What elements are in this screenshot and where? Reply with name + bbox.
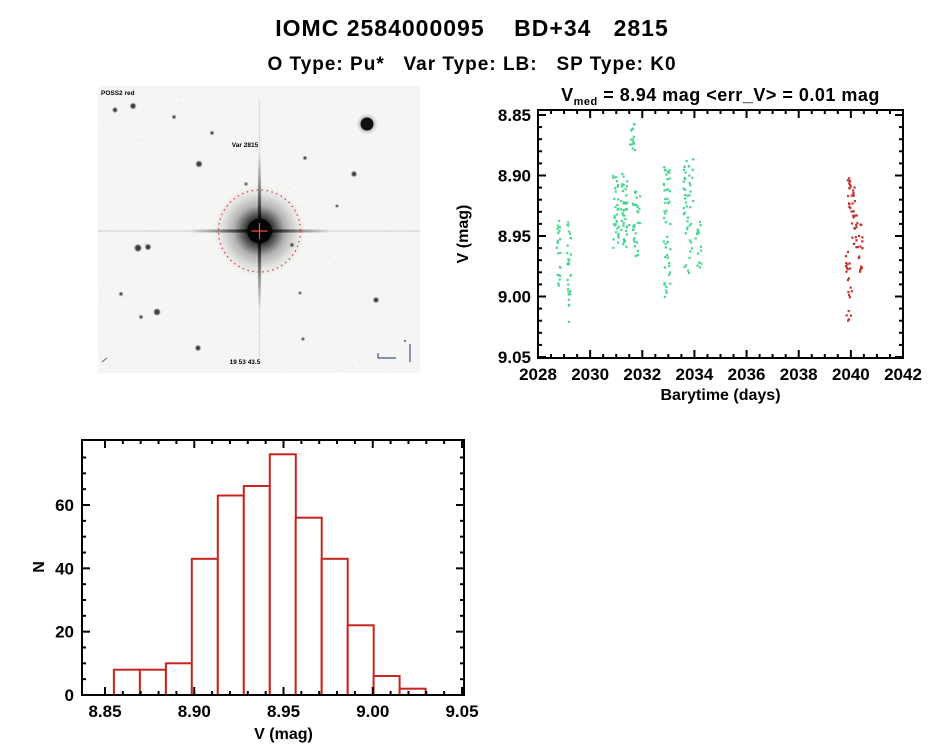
photometry-point — [694, 237, 697, 240]
photometry-cluster-red — [844, 250, 853, 297]
field-stars — [112, 103, 379, 351]
photometry-cluster-green — [629, 123, 636, 152]
y-tick-label: 9.00 — [498, 288, 531, 307]
photometry-cluster-green — [683, 222, 693, 275]
field-star — [301, 337, 305, 341]
x-axis-label: V (mag) — [254, 726, 313, 743]
field-star — [112, 107, 118, 113]
finder-scale-mark — [377, 344, 411, 362]
field-star — [119, 292, 123, 296]
histogram-axes — [81, 439, 465, 696]
x-tick-label: 2028 — [519, 365, 557, 384]
histogram-plot: 8.85 8.90 8.95 9.00 9.05 0 20 40 60 V (mag) N — [31, 439, 479, 743]
x-tick-label: 9.05 — [445, 702, 478, 721]
photometry-cluster-green — [632, 190, 642, 258]
field-star — [145, 244, 151, 250]
y-tick-label: 40 — [55, 559, 74, 578]
photometry-cluster-green — [696, 221, 703, 269]
photometry-cluster-green — [682, 158, 695, 223]
field-star — [172, 115, 176, 119]
lightcurve-axes — [537, 109, 904, 359]
x-tick-label: 9.00 — [356, 702, 389, 721]
y-tick-label: 8.95 — [498, 227, 531, 246]
histogram-bar — [320, 557, 349, 696]
histogram-bar — [268, 453, 297, 696]
x-tick-label: 2040 — [832, 365, 870, 384]
field-star — [210, 131, 214, 135]
finder-chart-image: POSS2 red Var 2815 19 53 43.5 — [98, 86, 420, 373]
photometry-cluster-green — [662, 166, 672, 298]
y-tick-label: 8.90 — [498, 167, 531, 186]
x-tick-label: 2036 — [728, 365, 766, 384]
x-tick-label: 8.90 — [178, 702, 211, 721]
histogram-bar — [112, 668, 141, 696]
histogram-bar — [190, 557, 219, 696]
photometry-point — [567, 320, 571, 323]
field-star — [195, 345, 201, 351]
y-tick-label: 9.05 — [498, 348, 531, 367]
y-axis-label: N — [31, 561, 48, 573]
histogram-bar — [164, 662, 193, 697]
field-star — [303, 156, 307, 160]
aperture-circle — [217, 189, 302, 273]
x-tick-label: 2030 — [571, 365, 609, 384]
x-tick-label: 2032 — [623, 365, 661, 384]
field-star — [130, 103, 136, 109]
photometry-cluster-green — [620, 172, 629, 248]
field-star — [154, 309, 160, 315]
photometry-cluster-red — [845, 296, 852, 322]
bright-star — [360, 117, 374, 131]
histogram-bar — [346, 624, 375, 696]
x-tick-label: 2034 — [676, 365, 714, 384]
field-star — [373, 297, 379, 303]
photometry-points — [555, 123, 864, 323]
photometry-cluster-red — [846, 177, 857, 225]
photometry-point — [569, 293, 572, 296]
lightcurve-plot: Vmed = 8.94 mag <err_V> = 0.01 mag 2028 20… — [455, 85, 922, 404]
histogram-bar — [242, 485, 271, 696]
histogram-bar — [372, 675, 401, 696]
field-star — [335, 204, 339, 208]
photometry-cluster-green — [555, 219, 562, 287]
photometry-point — [628, 224, 631, 227]
x-tick-label: 2042 — [884, 365, 922, 384]
page-title: IOMC 2584000095 BD+34 2815 — [275, 15, 669, 41]
photometry-cluster-green — [612, 175, 620, 249]
x-axis-label: Barytime (days) — [660, 387, 780, 404]
histogram-bar — [216, 494, 245, 696]
finder-target-label: Var 2815 — [232, 142, 259, 149]
field-star — [139, 315, 143, 319]
photometry-cluster-red — [851, 214, 858, 249]
x-tick-label: 2038 — [780, 365, 818, 384]
page-subtitle: O Type: Pu* Var Type: LB: SP Type: K0 — [267, 54, 677, 75]
target-crosshair-icon — [251, 223, 268, 239]
field-star — [298, 291, 302, 295]
finder-corner-mark — [101, 357, 108, 363]
x-tick-label: 8.95 — [267, 702, 300, 721]
finder-scale-dot — [404, 340, 406, 342]
histogram-bar — [294, 516, 323, 696]
field-star — [196, 161, 202, 167]
y-tick-label: 60 — [55, 496, 74, 515]
lightcurve-title: Vmed = 8.94 mag <err_V> = 0.01 mag — [561, 85, 880, 108]
y-axis-label: V (mag) — [455, 205, 472, 264]
field-star — [134, 244, 142, 252]
y-tick-label: 8.85 — [498, 106, 531, 125]
y-tick-label: 0 — [65, 686, 74, 705]
histogram-bar — [138, 668, 167, 696]
y-tick-label: 20 — [55, 623, 74, 642]
field-star — [351, 171, 357, 177]
finder-survey-label: POSS2 red — [101, 90, 135, 97]
field-star — [290, 243, 294, 247]
field-star — [244, 182, 248, 186]
histogram-bars — [112, 453, 427, 697]
finder-coords-label: 19 53 43.5 — [230, 359, 261, 366]
x-tick-label: 8.85 — [88, 702, 121, 721]
photometry-cluster-red — [856, 222, 864, 273]
photometry-cluster-green — [566, 221, 573, 307]
